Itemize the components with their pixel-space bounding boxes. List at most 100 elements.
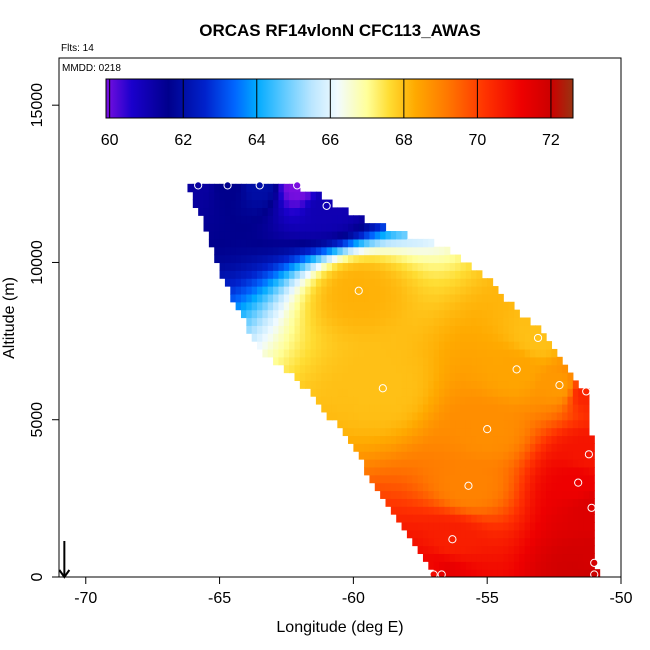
curtain-cell xyxy=(390,293,397,303)
sample-point xyxy=(555,381,564,390)
curtain-cell xyxy=(374,317,381,326)
curtain-cell xyxy=(513,561,520,570)
curtain-cell xyxy=(449,364,456,374)
curtain-cell xyxy=(556,466,563,476)
curtain-cell xyxy=(449,411,456,421)
curtain-cell xyxy=(471,537,478,547)
curtain-cell xyxy=(449,474,456,484)
curtain-cell xyxy=(289,356,296,366)
curtain-cell xyxy=(481,545,488,555)
curtain-cell xyxy=(310,380,317,389)
curtain-cell xyxy=(439,443,445,452)
curtain-cell xyxy=(444,553,451,562)
curtain-cell xyxy=(369,270,376,279)
curtain-cell xyxy=(508,521,515,531)
colorbar-tick-label: 72 xyxy=(542,132,560,149)
curtain-cell xyxy=(481,333,488,342)
curtain-cell xyxy=(540,443,547,452)
curtain-cell xyxy=(385,333,392,342)
curtain-cell xyxy=(326,231,333,240)
curtain-cell xyxy=(492,459,499,468)
curtain-cell xyxy=(562,443,569,452)
curtain-cell xyxy=(198,199,205,209)
curtain-cell xyxy=(390,270,397,279)
curtain-cell xyxy=(374,356,381,366)
curtain-cell xyxy=(439,514,445,523)
curtain-cell xyxy=(588,521,595,531)
curtain-cell xyxy=(460,490,467,499)
curtain-cell xyxy=(567,490,574,499)
curtain-cell xyxy=(369,333,376,342)
curtain-cell xyxy=(417,498,424,507)
curtain-cell xyxy=(374,231,381,240)
curtain-cell xyxy=(321,356,328,366)
curtain-cell xyxy=(540,341,547,350)
curtain-cell xyxy=(546,466,553,476)
curtain-cell xyxy=(513,466,520,476)
curtain-cell xyxy=(471,553,478,562)
x-tick-label: -70 xyxy=(74,590,97,607)
curtain-cell xyxy=(230,215,237,224)
curtain-cell xyxy=(246,199,253,209)
curtain-cell xyxy=(246,270,253,279)
curtain-cell xyxy=(412,506,419,515)
curtain-cell xyxy=(299,191,306,201)
curtain-cell xyxy=(551,561,558,570)
curtain-cell xyxy=(337,223,344,232)
curtain-cell xyxy=(535,553,542,562)
curtain-cell xyxy=(481,498,488,507)
curtain-cell xyxy=(449,545,456,555)
curtain-cell xyxy=(235,270,242,279)
curtain-cell xyxy=(508,435,515,444)
curtain-cell xyxy=(524,498,531,507)
curtain-cell xyxy=(214,238,221,248)
curtain-cell xyxy=(278,191,285,201)
curtain-cell xyxy=(444,317,451,326)
curtain-cell xyxy=(412,333,419,342)
curtain-cell xyxy=(390,435,397,444)
curtain-cell xyxy=(401,490,408,499)
curtain-cell xyxy=(460,482,467,492)
curtain-cell xyxy=(208,215,215,224)
curtain-cell xyxy=(583,545,590,555)
curtain-cell xyxy=(305,215,312,224)
colorbar-tick-label: 60 xyxy=(101,132,119,149)
curtain-cell xyxy=(310,262,317,271)
curtain-cell xyxy=(331,356,338,366)
curtain-cell xyxy=(385,325,392,334)
curtain-cell xyxy=(487,553,494,562)
curtain-cell xyxy=(530,466,536,476)
curtain-cell xyxy=(487,514,494,523)
curtain-cell xyxy=(556,356,563,366)
curtain-cell xyxy=(353,380,360,389)
curtain-cell xyxy=(412,474,419,484)
curtain-cell xyxy=(305,254,312,264)
curtain-cell xyxy=(487,325,494,334)
curtain-cell xyxy=(262,199,269,209)
curtain-cell xyxy=(444,341,451,350)
curtain-cell xyxy=(556,498,563,507)
curtain-cell xyxy=(513,317,520,326)
curtain-cell xyxy=(497,459,504,468)
curtain-cell xyxy=(251,278,258,287)
curtain-cell xyxy=(455,537,462,547)
curtain-cell xyxy=(556,372,563,382)
curtain-cell xyxy=(315,301,322,311)
curtain-cell xyxy=(551,396,558,405)
curtain-cell xyxy=(396,396,403,405)
curtain-cell xyxy=(465,521,472,531)
curtain-cell xyxy=(358,238,365,248)
curtain-cell xyxy=(449,459,456,468)
curtain-cell xyxy=(465,529,472,539)
curtain-cell xyxy=(412,451,419,460)
curtain-cell xyxy=(289,341,296,350)
curtain-cell xyxy=(337,325,344,334)
curtain-cell xyxy=(380,262,387,271)
curtain-cell xyxy=(540,404,547,413)
curtain-cell xyxy=(535,537,542,547)
curtain-cell xyxy=(396,411,403,421)
curtain-cell xyxy=(380,293,387,303)
curtain-cell xyxy=(326,317,333,326)
curtain-cell xyxy=(369,317,376,326)
curtain-cell xyxy=(315,254,322,264)
